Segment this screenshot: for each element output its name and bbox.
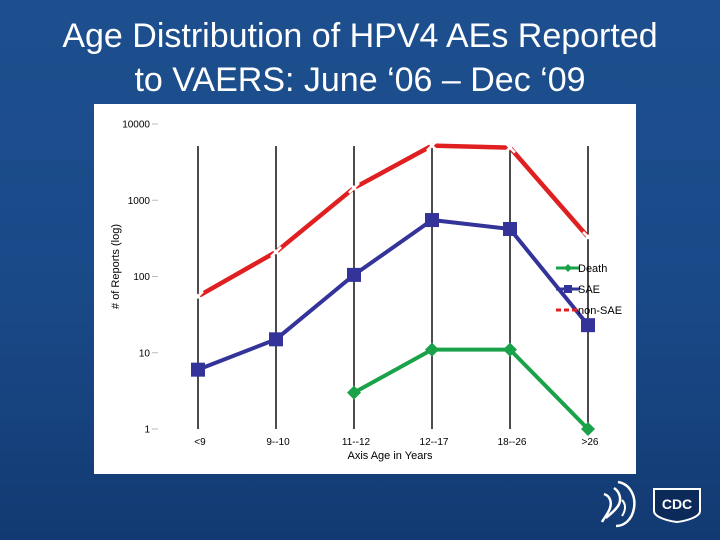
x-tick-label: 18--26 xyxy=(498,437,527,448)
y-tick-label: 100 xyxy=(133,272,150,283)
line-chart: 1 10 100 1000 10000 <9 9--10 11--12 12--17 18--2… xyxy=(110,120,622,463)
slide-title-line-2: to VAERS: June ‘06 – Dec ‘09 xyxy=(134,61,586,99)
x-tick-label: 9--10 xyxy=(266,437,290,448)
y-tick-label: 1 xyxy=(144,425,150,436)
y-axis-title: # of Reports (log) xyxy=(110,224,122,309)
data-point-square xyxy=(581,318,595,333)
chart-panel: 1 10 100 1000 10000 <9 9--10 11--12 12--17 18--2… xyxy=(94,104,636,474)
legend-item: SAE xyxy=(556,284,600,296)
x-axis-title: Axis Age in Years xyxy=(347,450,433,462)
x-tick-label: 12--17 xyxy=(420,437,449,448)
legend-label: SAE xyxy=(578,284,600,296)
y-axis-ticks: 1 10 100 1000 10000 xyxy=(122,120,158,436)
y-tick-label: 10000 xyxy=(122,120,150,131)
legend-label: non-SAE xyxy=(578,305,622,317)
data-point-square xyxy=(269,332,283,347)
data-point-x xyxy=(348,182,360,194)
series-line xyxy=(196,143,590,299)
series-line xyxy=(197,218,590,372)
data-point-diamond xyxy=(581,422,595,436)
x-tick-label: 11--12 xyxy=(342,437,371,448)
data-point-diamond xyxy=(425,342,439,357)
series-sae xyxy=(191,213,595,377)
data-point-x xyxy=(270,246,282,258)
y-tick-label: 10 xyxy=(139,348,151,359)
data-point-x xyxy=(192,290,204,303)
series-layer xyxy=(191,139,595,436)
legend-marker xyxy=(564,285,572,293)
data-point-x xyxy=(582,231,594,243)
series-death xyxy=(347,342,595,436)
legend: Death SAE non-SAE xyxy=(556,263,622,317)
y-tick-label: 1000 xyxy=(128,196,151,207)
x-axis-tick-labels: <9 9--10 11--12 12--17 18--26 >26 xyxy=(194,437,599,448)
series-line xyxy=(353,347,590,431)
data-point-diamond xyxy=(503,342,517,357)
legend-item: non-SAE xyxy=(556,305,622,317)
data-point-x xyxy=(426,139,438,152)
x-tick-label: <9 xyxy=(194,437,206,448)
slide-title: Age Distribution of HPV4 AEs Reported to… xyxy=(0,14,720,102)
category-drop-lines xyxy=(197,146,589,429)
cdc-logo-icon: CDC xyxy=(653,488,701,523)
data-point-square xyxy=(503,221,517,236)
legend-label: Death xyxy=(578,263,607,275)
cdc-logo-text: CDC xyxy=(662,496,692,512)
hhs-logo-icon xyxy=(600,480,636,528)
slide-title-line-1: Age Distribution of HPV4 AEs Reported xyxy=(62,17,658,55)
data-point-square xyxy=(191,362,205,377)
data-point-square xyxy=(347,267,361,282)
data-point-x xyxy=(504,141,516,154)
data-point-square xyxy=(425,213,439,228)
legend-marker xyxy=(564,264,572,272)
data-point-diamond xyxy=(347,385,361,400)
series-non-sae xyxy=(192,139,594,303)
x-tick-label: >26 xyxy=(582,437,599,448)
legend-item: Death xyxy=(556,263,607,275)
